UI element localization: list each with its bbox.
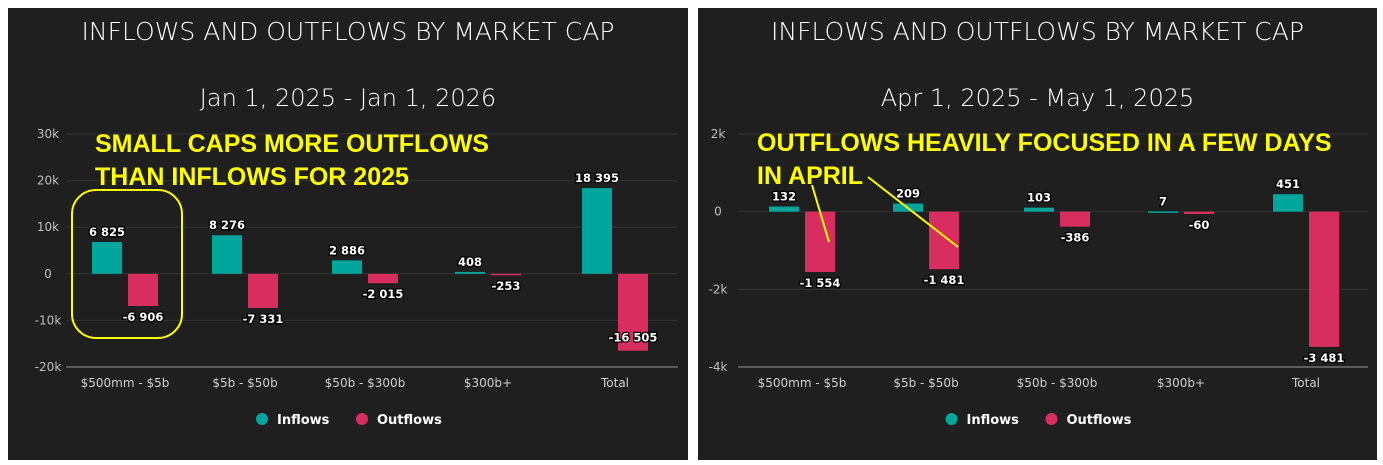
outflow-bar	[491, 273, 521, 276]
inflow-bar	[212, 235, 242, 274]
y-tick-label: 2k	[711, 127, 726, 141]
x-tick-label: $300b+	[1157, 376, 1205, 390]
legend-outflows-marker	[1045, 413, 1058, 425]
data-label: 408	[458, 255, 482, 269]
outflow-bar	[929, 211, 959, 270]
legend-inflows-marker	[945, 413, 958, 425]
chart-panel-april: INFLOWS AND OUTFLOWS BY MARKET CAP Apr 1,…	[698, 8, 1377, 460]
annotation-arrow-line	[811, 184, 830, 243]
x-tick-label: $500mm - $5b	[758, 376, 847, 390]
outflow-bar	[805, 211, 835, 273]
data-label: 103	[1027, 191, 1051, 205]
highlight-outline	[71, 189, 183, 339]
data-label: -253	[492, 279, 521, 293]
data-label: -3 481	[1304, 351, 1345, 365]
inflow-bar	[455, 271, 485, 274]
x-tick-label: $50b - $300b	[1017, 376, 1098, 390]
chart-2025: INFLOWS AND OUTFLOWS BY MARKET CAP Jan 1,…	[35, 17, 678, 428]
legend-outflows-label: Outflows	[1067, 413, 1132, 428]
outflow-bar	[248, 273, 278, 308]
legend-inflows-label: Inflows	[967, 413, 1020, 428]
x-tick-label: $500mm - $5b	[81, 376, 170, 390]
x-tick-label: $5b - $50b	[212, 376, 277, 390]
data-label: 209	[896, 187, 920, 201]
data-label: -16 505	[609, 331, 658, 345]
data-label: -6 906	[123, 310, 164, 324]
annotation-text: SMALL CAPS MORE OUTFLOWS	[95, 130, 489, 158]
data-label: 451	[1276, 177, 1300, 191]
chart-subtitle: Apr 1, 2025 - May 1, 2025	[881, 84, 1195, 112]
outflow-bar	[618, 273, 648, 351]
outflow-bar	[368, 273, 398, 284]
y-tick-label: -20k	[35, 360, 62, 374]
data-label: -386	[1061, 231, 1090, 245]
data-label: 18 395	[575, 171, 619, 185]
data-label: -7 331	[243, 312, 284, 326]
data-label: 8 276	[209, 218, 245, 232]
data-label: -1 554	[800, 276, 841, 290]
data-label: 2 886	[329, 243, 365, 257]
outflow-bar	[1309, 211, 1339, 347]
data-label: -2 015	[363, 287, 404, 301]
x-tick-label: $5b - $50b	[893, 376, 958, 390]
chart-panel-2025: INFLOWS AND OUTFLOWS BY MARKET CAP Jan 1,…	[8, 8, 688, 460]
y-tick-label: 20k	[37, 174, 59, 188]
inflow-bar	[1024, 207, 1054, 212]
x-tick-label: $50b - $300b	[325, 376, 406, 390]
annotation-arrow-line	[867, 176, 959, 248]
outflow-bar	[1060, 211, 1090, 227]
annotation-text: OUTFLOWS HEAVILY FOCUSED IN A FEW DAYS	[757, 129, 1332, 157]
chart-april: INFLOWS AND OUTFLOWS BY MARKET CAP Apr 1,…	[709, 17, 1368, 428]
outflow-bar	[128, 273, 158, 306]
inflow-bar	[332, 260, 362, 274]
inflow-bar	[1148, 211, 1178, 213]
y-tick-label: 0	[714, 205, 722, 219]
legend-inflows-label: Inflows	[277, 413, 330, 428]
legend-outflows-label: Outflows	[377, 413, 442, 428]
data-label: -1 481	[924, 273, 965, 287]
y-tick-label: -4k	[709, 360, 728, 374]
data-label: 132	[772, 190, 796, 204]
data-label: -60	[1189, 218, 1210, 232]
y-tick-label: 10k	[37, 220, 59, 234]
data-label: 7	[1159, 194, 1167, 208]
x-tick-label: Total	[1291, 376, 1320, 390]
inflow-bar	[769, 206, 799, 212]
inflow-bar	[582, 188, 612, 274]
inflow-bar	[92, 241, 122, 274]
y-tick-label: -10k	[35, 313, 62, 327]
chart-title: INFLOWS AND OUTFLOWS BY MARKET CAP	[82, 17, 615, 46]
x-tick-label: $300b+	[464, 376, 512, 390]
chart-title: INFLOWS AND OUTFLOWS BY MARKET CAP	[771, 17, 1304, 46]
x-tick-label: Total	[600, 376, 629, 390]
legend-inflows-marker	[256, 413, 268, 425]
inflow-bar	[1273, 194, 1303, 212]
legend-outflows-marker	[356, 413, 368, 425]
outflow-bar	[1184, 211, 1214, 214]
chart-subtitle: Jan 1, 2025 - Jan 1, 2026	[200, 84, 496, 112]
annotation-text: THAN INFLOWS FOR 2025	[95, 163, 409, 191]
data-label: 6 825	[89, 225, 125, 239]
y-tick-label: 30k	[37, 127, 59, 141]
annotation-text: IN APRIL	[757, 162, 863, 190]
y-tick-label: 0	[44, 267, 52, 281]
y-tick-label: -2k	[709, 282, 728, 296]
